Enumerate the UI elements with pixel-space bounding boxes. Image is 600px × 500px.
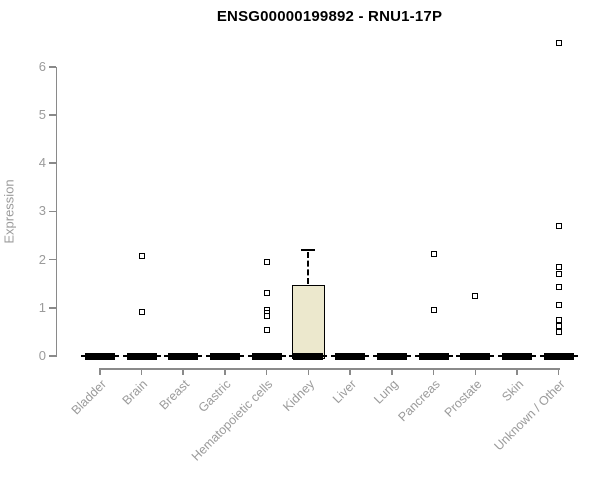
y-axis-tick	[49, 355, 56, 357]
outlier-point	[555, 284, 562, 291]
median-bar	[376, 352, 407, 360]
median-bar	[418, 352, 449, 360]
x-axis-tick	[140, 368, 143, 375]
median-bar	[335, 352, 366, 360]
y-axis-tick	[49, 162, 56, 164]
x-tick-label-text: Lung	[371, 377, 401, 407]
x-axis-tick	[349, 368, 351, 375]
y-tick-label: 0	[38, 348, 46, 363]
x-axis-tick	[432, 368, 435, 375]
y-axis-tick	[49, 258, 56, 261]
x-axis-tick	[557, 368, 560, 375]
outlier-point	[138, 252, 145, 259]
y-tick-label: 3	[38, 203, 46, 219]
y-axis-line	[55, 66, 57, 358]
x-axis-tick	[99, 368, 101, 375]
y-tick-label: 5	[38, 107, 46, 122]
outlier-point	[555, 301, 562, 308]
x-tick-label-text: Skin	[498, 377, 526, 405]
x-tick-label-text: Gastric	[196, 377, 234, 415]
outlier-point	[263, 259, 270, 265]
x-tick-label-text: Hematopoietic cells	[189, 377, 276, 464]
median-bar	[293, 352, 324, 360]
y-tick-label: 1	[38, 299, 46, 315]
x-tick-label-text: Liver	[330, 377, 360, 407]
x-tick-label-text: Bladder	[68, 377, 109, 418]
outlier-point	[555, 271, 562, 278]
outlier-point	[472, 293, 479, 300]
x-axis-tick	[391, 368, 393, 375]
whisker-cap	[301, 249, 316, 252]
outlier-point	[430, 251, 437, 258]
outlier-point	[263, 289, 270, 296]
x-tick-label-text: Breast	[156, 377, 193, 413]
median-bar	[543, 352, 574, 360]
y-axis-tick	[49, 210, 56, 213]
x-tick-label-text: Prostate	[441, 377, 485, 420]
x-tick-label-text: Brain	[119, 377, 151, 408]
outlier-point	[555, 317, 562, 324]
median-bar	[251, 352, 282, 360]
y-tick-label: 2	[38, 251, 46, 267]
outlier-point	[263, 312, 270, 319]
x-axis-tick	[516, 368, 518, 375]
box-body	[291, 285, 325, 360]
chart-title: ENSG00000199892 - RNU1-17P	[216, 8, 443, 25]
median-bar	[126, 352, 157, 360]
outlier-point	[555, 223, 562, 230]
median-bar	[84, 352, 115, 360]
y-axis-tick	[49, 307, 56, 309]
y-tick-label: 6	[38, 58, 46, 74]
outlier-point	[555, 263, 562, 270]
x-axis-tick	[474, 368, 477, 375]
median-bar	[209, 352, 240, 360]
y-axis-tick	[49, 114, 56, 116]
y-axis-tick	[49, 66, 56, 68]
median-bar	[460, 352, 491, 360]
x-axis-line	[99, 368, 561, 370]
median-bar	[502, 352, 532, 360]
y-tick-label: 4	[38, 155, 46, 171]
outlier-point	[555, 40, 562, 47]
whisker-line	[307, 252, 310, 285]
x-axis-tick	[307, 368, 310, 375]
outlier-point	[555, 328, 562, 335]
outlier-point	[138, 309, 145, 316]
outlier-point	[555, 323, 562, 330]
x-axis-tick	[265, 368, 268, 375]
x-tick-label-text: Pancreas	[395, 377, 443, 425]
outlier-point	[430, 307, 437, 314]
x-axis-tick	[182, 368, 184, 375]
outlier-point	[263, 326, 270, 333]
median-bar	[168, 352, 199, 360]
x-axis-tick	[224, 368, 226, 375]
x-tick-label-text: Kidney	[280, 377, 318, 414]
x-tick-label-text: Unknown / Other	[491, 377, 568, 454]
